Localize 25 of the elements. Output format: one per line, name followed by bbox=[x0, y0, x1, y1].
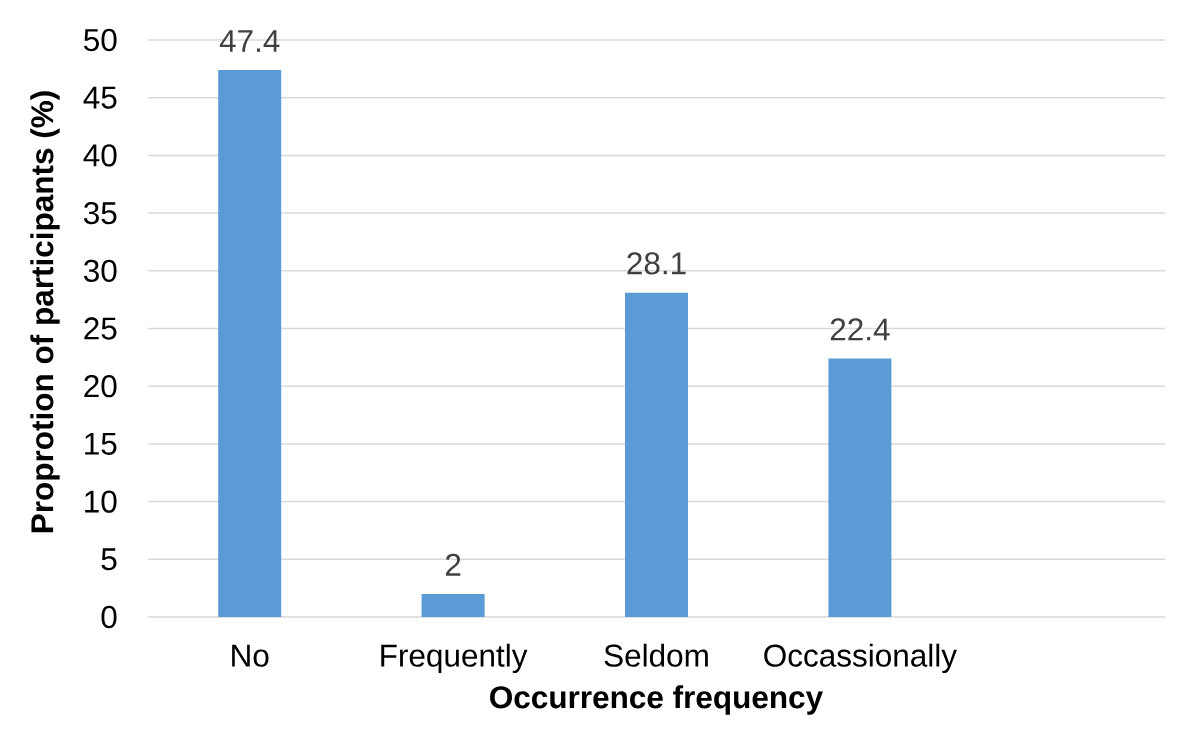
data-label: 22.4 bbox=[830, 318, 890, 341]
x-tick-label: Seldom bbox=[604, 643, 708, 667]
x-axis-title: Occurrence frequency bbox=[490, 685, 823, 715]
bar bbox=[625, 292, 689, 617]
y-tick-label: 30 bbox=[83, 259, 117, 282]
y-tick-label: 25 bbox=[84, 317, 117, 340]
x-tick-label: Frequently bbox=[381, 643, 528, 674]
y-tick-label: 35 bbox=[83, 201, 117, 225]
y-tick-label: 0 bbox=[101, 605, 117, 629]
x-tick-label: No bbox=[232, 644, 269, 667]
bar bbox=[421, 593, 485, 617]
y-axis-title: Proprotion of participants (%) bbox=[30, 91, 60, 533]
data-label: 28.1 bbox=[627, 252, 686, 275]
y-tick-label: 10 bbox=[85, 490, 117, 513]
data-label: 47.4 bbox=[219, 30, 280, 52]
y-tick-label: 5 bbox=[101, 548, 117, 571]
y-tick-label: 45 bbox=[83, 86, 117, 109]
y-tick-label: 40 bbox=[83, 144, 117, 167]
y-tick-label: 50 bbox=[84, 28, 117, 52]
data-label: 2 bbox=[445, 553, 461, 576]
y-tick-label: 15 bbox=[85, 432, 117, 455]
bar bbox=[828, 358, 892, 617]
x-tick-label: Occassionally bbox=[764, 643, 957, 674]
bar bbox=[218, 70, 282, 617]
y-tick-label: 20 bbox=[84, 375, 117, 398]
